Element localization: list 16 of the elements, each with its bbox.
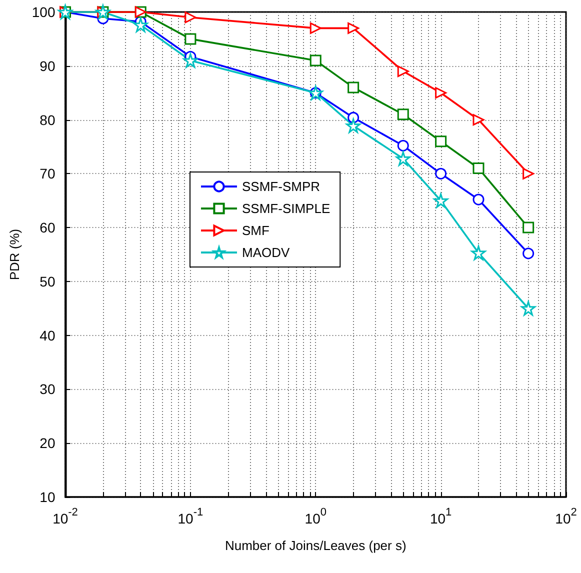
y-tick-label: 40 [40, 327, 56, 344]
y-tick-label: 90 [40, 58, 56, 74]
y-axis-title: PDR (%) [7, 228, 22, 280]
y-tick-label: 50 [40, 273, 56, 290]
legend-label: MAODV [242, 245, 290, 260]
y-tick-label: 80 [40, 112, 56, 128]
legend-label: SMF [242, 223, 270, 238]
legend-label: SSMF-SMPR [242, 179, 320, 194]
y-tick-label: 70 [40, 166, 56, 182]
x-axis-title: Number of Joins/Leaves (per s) [224, 538, 406, 553]
y-tick-label: 10 [40, 489, 56, 505]
y-tick-label: 30 [40, 381, 56, 398]
y-tick-label: 60 [40, 220, 56, 236]
y-tick-label: 100 [32, 4, 56, 20]
y-tick-label: 20 [40, 435, 56, 452]
legend-label: SSMF-SIMPLE [242, 201, 330, 216]
